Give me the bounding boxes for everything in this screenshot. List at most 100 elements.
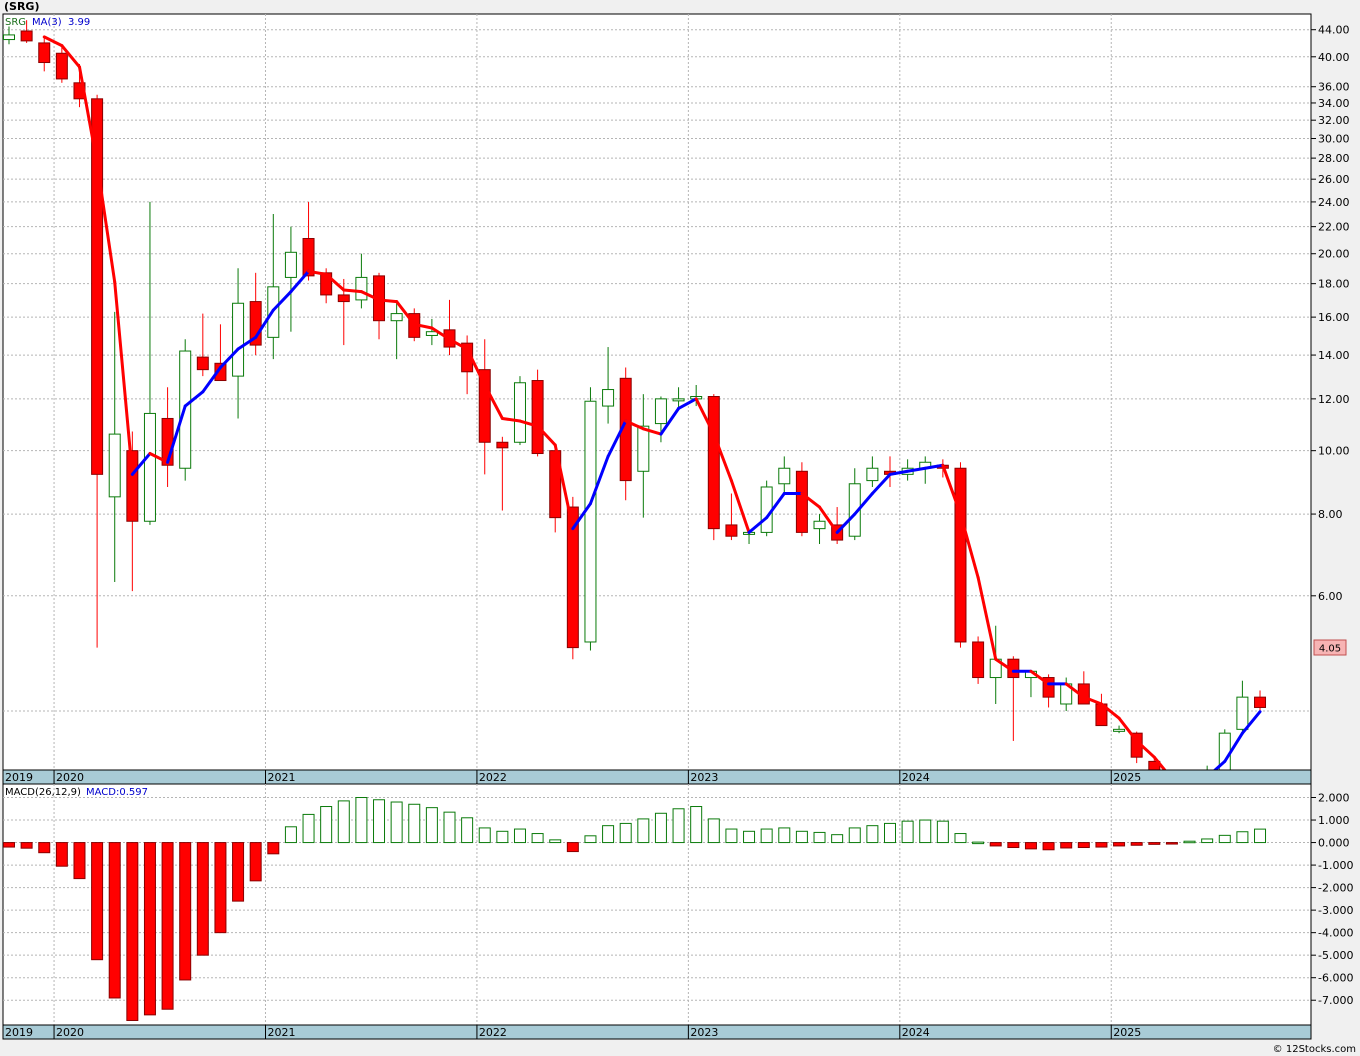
candle-body xyxy=(20,30,33,42)
ma-segment xyxy=(677,397,698,410)
candle-body xyxy=(126,450,139,522)
candle-down xyxy=(214,324,227,382)
macd-bar-positive xyxy=(654,812,667,844)
price-tick-label: 22.00 xyxy=(1318,221,1350,234)
candle-body xyxy=(302,238,315,277)
macd-bar-positive xyxy=(619,822,632,844)
macd-bar-positive xyxy=(355,797,368,844)
ma-segment xyxy=(395,300,416,326)
candle-down xyxy=(249,272,262,356)
macd-bar-positive xyxy=(690,806,703,844)
price-tick-label: 44.00 xyxy=(1318,24,1350,37)
macd-bar-positive xyxy=(390,801,403,844)
macd-bar-positive xyxy=(584,835,597,844)
candle-up xyxy=(637,394,650,518)
macd-bar-positive xyxy=(549,839,562,844)
macd-bar-negative xyxy=(249,842,262,882)
macd-bar-positive xyxy=(1218,834,1231,844)
price-tick-label: 36.00 xyxy=(1318,81,1350,94)
macd-bar-positive xyxy=(461,817,474,844)
candle-down xyxy=(302,201,315,281)
macd-bar-negative xyxy=(179,842,192,981)
candle-down xyxy=(91,94,104,648)
candle-body xyxy=(954,467,967,643)
macd-bar-positive xyxy=(443,811,456,844)
ma-segment xyxy=(941,463,962,516)
year-label: 2022 xyxy=(479,771,507,784)
ma-segment xyxy=(254,308,275,339)
macd-axis: 2.000 1.000 0.000 -1.000 -2.000 -3.000 -4.000 -… xyxy=(1311,792,1353,1007)
ma-segment xyxy=(729,479,751,534)
year-label: 2020 xyxy=(56,771,84,784)
price-candles xyxy=(3,20,1267,803)
ma-segment xyxy=(500,416,522,423)
ma-segment xyxy=(976,575,998,661)
macd-bar-positive xyxy=(425,807,438,844)
candle-up xyxy=(813,514,826,544)
price-tick-label: 6.00 xyxy=(1318,590,1343,603)
ma-segment xyxy=(377,298,399,304)
last-price-tag xyxy=(1313,639,1347,656)
macd-bar-negative xyxy=(566,842,579,853)
ma-segment xyxy=(641,427,663,436)
macd-bar-negative xyxy=(38,842,51,854)
ma-segment xyxy=(1064,682,1086,699)
candle-down xyxy=(1254,690,1267,712)
candle-up xyxy=(778,456,791,494)
candle-body xyxy=(249,301,262,346)
candle-up xyxy=(284,226,297,332)
candle-up xyxy=(584,387,597,651)
ma-segment xyxy=(183,390,205,408)
ma-segment xyxy=(201,366,222,394)
candle-down xyxy=(496,436,509,511)
candle-body xyxy=(390,313,403,322)
candle-up xyxy=(232,268,245,419)
ma-segment xyxy=(448,337,469,351)
macd-tick-label: 2.000 xyxy=(1318,792,1350,805)
candle-body xyxy=(672,398,685,402)
macd-bar-negative xyxy=(3,842,15,848)
year-label: 2023 xyxy=(690,1026,718,1039)
ma-segment xyxy=(1223,731,1244,763)
candle-down xyxy=(20,20,33,43)
macd-bar-positive xyxy=(936,820,949,844)
candle-down xyxy=(725,493,738,541)
ma-segment xyxy=(765,492,786,520)
ma-segment xyxy=(994,657,1015,673)
candle-down xyxy=(707,394,720,541)
candle-body xyxy=(1254,696,1267,708)
macd-bar-negative xyxy=(1060,842,1073,849)
macd-bar-positive xyxy=(795,830,808,844)
macd-bar-positive xyxy=(919,819,932,844)
candle-body xyxy=(337,294,350,303)
macd-bar-negative xyxy=(214,842,227,934)
macd-bar-positive xyxy=(513,828,526,844)
candle-up xyxy=(1113,725,1126,734)
last-price-label: 4.05 xyxy=(1319,644,1341,655)
macd-bar-positive xyxy=(1254,828,1267,844)
ma-segment xyxy=(307,269,328,276)
ma-segment xyxy=(624,419,645,431)
candle-down xyxy=(196,313,209,377)
candle-body xyxy=(320,272,333,296)
macd-bar-negative xyxy=(232,842,245,902)
candle-up xyxy=(672,387,685,409)
macd-bar-negative xyxy=(126,842,139,1021)
candle-body xyxy=(1042,677,1055,698)
ma-segment xyxy=(218,347,240,370)
x-axis-years-price: 2019 2020 2021 2022 2023 2024 2025 xyxy=(5,770,1141,784)
price-tick-label: 24.00 xyxy=(1318,196,1350,209)
candle-down xyxy=(1042,674,1055,708)
candle-body xyxy=(760,486,773,533)
macd-bar-negative xyxy=(1130,842,1143,846)
candle-body xyxy=(778,467,791,485)
macd-bar-positive xyxy=(531,833,544,844)
macd-bar-negative xyxy=(108,842,121,999)
macd-bar-negative xyxy=(91,842,104,961)
candle-down xyxy=(531,369,544,457)
candle-body xyxy=(566,506,579,649)
candle-body xyxy=(795,470,808,533)
year-label: 2024 xyxy=(902,1026,930,1039)
candle-body xyxy=(813,520,826,530)
ma-segment xyxy=(1135,739,1156,759)
